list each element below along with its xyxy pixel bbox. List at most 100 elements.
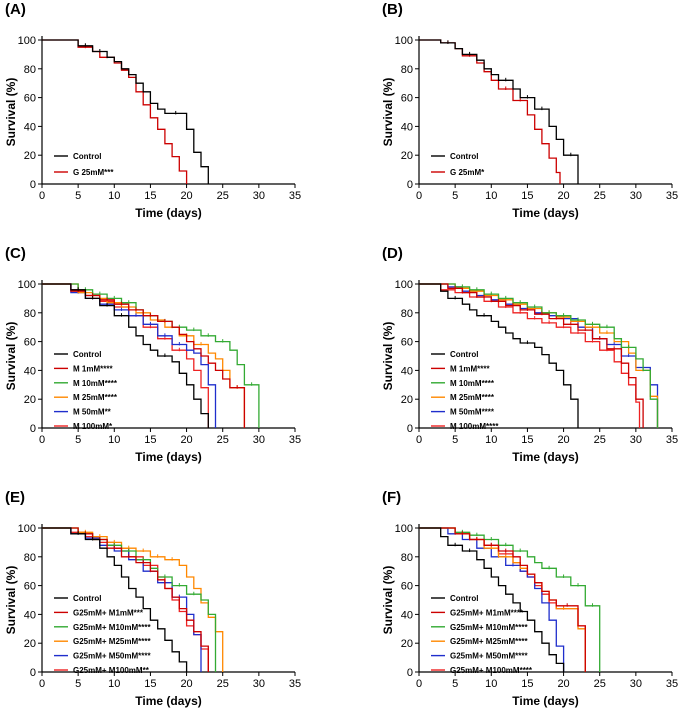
survival-curve: [42, 283, 246, 428]
y-tick-label: 20: [401, 638, 413, 650]
x-axis-title: Time (days): [135, 694, 201, 708]
y-axis-title: Survival (%): [381, 322, 395, 391]
survival-curve: [42, 527, 188, 672]
x-tick-label: 35: [666, 434, 678, 446]
legend-label: G25mM+ M10mM****: [73, 623, 151, 632]
y-axis-title: Survival (%): [381, 78, 395, 147]
survival-curve: [42, 527, 209, 672]
y-tick-label: 40: [24, 365, 36, 377]
y-tick-label: 100: [18, 279, 36, 291]
legend-label: Control: [450, 350, 478, 359]
legend-label: Control: [73, 594, 101, 603]
chart-panel: (F) 0 20 40 60 80 100 0 5 10 15 20 25 30 35 Time (days)…: [381, 489, 678, 708]
x-tick-label: 30: [630, 678, 642, 690]
y-tick-label: 40: [401, 609, 413, 621]
legend-label: G25mM+ M100mM****: [450, 666, 533, 675]
x-tick-label: 10: [108, 434, 120, 446]
y-tick-label: 40: [24, 121, 36, 133]
y-tick-label: 40: [24, 609, 36, 621]
survival-curve: [42, 283, 209, 428]
x-tick-label: 15: [521, 190, 533, 202]
x-tick-label: 35: [666, 190, 678, 202]
x-tick-label: 35: [289, 434, 301, 446]
x-tick-label: 5: [452, 678, 458, 690]
x-tick-label: 20: [180, 190, 192, 202]
legend-label: G 25mM*: [450, 168, 485, 177]
x-tick-label: 25: [217, 434, 229, 446]
x-tick-label: 20: [557, 434, 569, 446]
x-tick-label: 25: [594, 190, 606, 202]
legend-label: Control: [450, 594, 478, 603]
x-tick-label: 0: [416, 190, 422, 202]
y-tick-label: 20: [401, 394, 413, 406]
survival-curve: [419, 527, 586, 672]
y-tick-label: 20: [401, 150, 413, 162]
survival-curve: [419, 283, 579, 428]
legend-label: G25mM+ M50mM****: [73, 652, 151, 661]
x-tick-label: 5: [452, 434, 458, 446]
legend-label: M 100mM****: [450, 422, 499, 431]
y-tick-label: 60: [24, 93, 36, 105]
legend-label: G25mM+ M25mM****: [450, 637, 528, 646]
y-tick-label: 80: [401, 552, 413, 564]
panel-label: (B): [382, 1, 403, 18]
chart-panel: (A) 0 20 40 60 80 100 0 5 10 15 20 25 30 35 Time (days)…: [4, 1, 301, 220]
x-tick-label: 15: [144, 434, 156, 446]
y-tick-label: 0: [407, 423, 413, 435]
panel-label: (A): [5, 1, 26, 18]
legend-label: M 100mM*: [73, 422, 113, 431]
x-axis-title: Time (days): [512, 206, 578, 220]
legend-label: Control: [450, 152, 478, 161]
legend-label: M 1mM****: [450, 364, 490, 373]
x-tick-label: 30: [630, 190, 642, 202]
survival-curve: [419, 527, 565, 672]
x-tick-label: 0: [39, 678, 45, 690]
x-tick-label: 25: [217, 190, 229, 202]
y-tick-label: 60: [401, 337, 413, 349]
x-axis-title: Time (days): [512, 450, 578, 464]
x-tick-label: 5: [75, 434, 81, 446]
survival-curve: [419, 527, 586, 672]
x-tick-label: 10: [108, 678, 120, 690]
legend-label: G25mM+ M25mM****: [73, 637, 151, 646]
x-tick-label: 20: [180, 678, 192, 690]
x-tick-label: 30: [253, 434, 265, 446]
x-tick-label: 20: [180, 434, 192, 446]
x-tick-label: 15: [521, 678, 533, 690]
x-tick-label: 25: [594, 678, 606, 690]
x-axis-title: Time (days): [135, 206, 201, 220]
survival-curve: [419, 527, 565, 672]
x-tick-label: 10: [485, 678, 497, 690]
y-tick-label: 80: [24, 552, 36, 564]
chart-panel: (B) 0 20 40 60 80 100 0 5 10 15 20 25 30 35 Time (days)…: [381, 1, 678, 220]
y-tick-label: 80: [24, 64, 36, 76]
x-tick-label: 15: [144, 678, 156, 690]
chart-panel: (C) 0 20 40 60 80 100 0 5 10 15 20 25 30 35 Time (days)…: [4, 245, 301, 464]
survival-curve: [42, 283, 209, 428]
survival-curve: [419, 39, 579, 184]
x-tick-label: 30: [630, 434, 642, 446]
x-tick-label: 0: [39, 434, 45, 446]
x-tick-label: 15: [521, 434, 533, 446]
x-tick-label: 5: [452, 190, 458, 202]
survival-curve: [42, 527, 224, 672]
y-tick-label: 0: [407, 667, 413, 679]
y-tick-label: 80: [24, 308, 36, 320]
x-tick-label: 20: [557, 678, 569, 690]
x-tick-label: 20: [557, 190, 569, 202]
survival-curve: [419, 39, 561, 184]
legend-label: G25mM+ M100mM**: [73, 666, 150, 675]
panel-label: (D): [382, 245, 403, 262]
survival-curve: [419, 527, 586, 672]
panel-label: (C): [5, 245, 26, 262]
y-axis-title: Survival (%): [4, 322, 18, 391]
y-tick-label: 80: [401, 64, 413, 76]
legend-label: G25mM+ M1mM***: [73, 608, 144, 617]
survival-curve: [42, 39, 209, 184]
legend-label: G25mM+ M50mM****: [450, 652, 528, 661]
survival-curve: [419, 283, 659, 428]
y-axis-title: Survival (%): [4, 78, 18, 147]
legend-label: M 50mM**: [73, 408, 112, 417]
y-tick-label: 60: [401, 93, 413, 105]
x-tick-label: 10: [485, 434, 497, 446]
